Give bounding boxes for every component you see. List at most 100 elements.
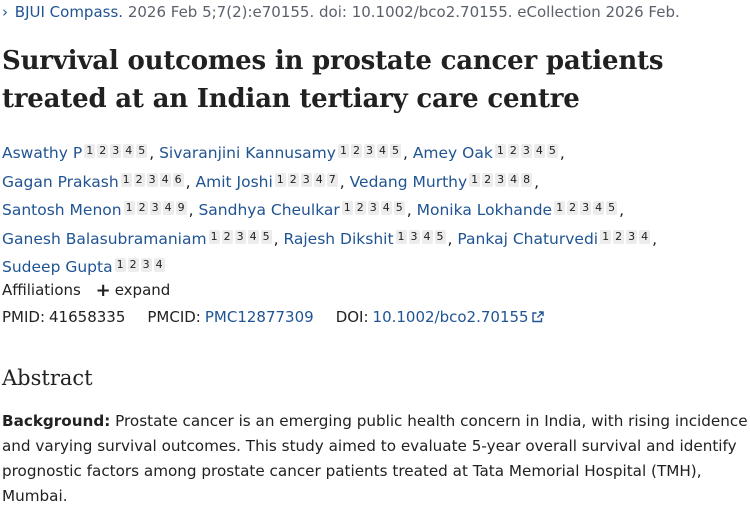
affiliation-ref-badge[interactable]: 1 xyxy=(337,144,349,158)
author-separator: , xyxy=(339,172,350,191)
author-link[interactable]: Amit Joshi xyxy=(195,172,273,191)
affiliation-ref-badge[interactable]: 3 xyxy=(149,201,161,215)
external-link-icon xyxy=(531,311,544,323)
affiliation-ref-badge[interactable]: 2 xyxy=(613,229,625,244)
author-link[interactable]: Vedang Murthy xyxy=(349,172,468,191)
affiliation-ref-badge[interactable]: 4 xyxy=(313,172,325,187)
author-link[interactable]: Sudeep Gupta xyxy=(2,258,113,276)
affiliation-ref-badge[interactable]: 6 xyxy=(172,172,184,187)
affiliation-ref-badge[interactable]: 3 xyxy=(520,144,532,158)
author-link[interactable]: Rajesh Dikshit xyxy=(283,229,394,248)
affiliation-ref-badge[interactable]: 2 xyxy=(127,258,139,272)
chevron-right-icon: › xyxy=(2,3,8,21)
doi-link[interactable]: 10.1002/bco2.70155 xyxy=(373,308,544,326)
affiliation-ref-badge[interactable]: 8 xyxy=(521,172,533,187)
affiliation-ref-badge[interactable]: 4 xyxy=(593,201,605,215)
affiliation-ref-badge[interactable]: 2 xyxy=(221,229,233,244)
affiliations-row: Affiliations + expand xyxy=(2,280,170,301)
affiliation-ref-badge[interactable]: 3 xyxy=(367,201,379,215)
affiliation-ref-badge[interactable]: 4 xyxy=(533,144,545,158)
author-link[interactable]: Aswathy P xyxy=(2,144,83,162)
affiliation-ref-badge[interactable]: 1 xyxy=(600,229,612,244)
affiliation-ref-badge[interactable]: 3 xyxy=(234,229,246,244)
affiliation-ref-badge[interactable]: 2 xyxy=(133,172,145,187)
affiliation-ref-badge[interactable]: 4 xyxy=(159,172,171,187)
author-line: Ganesh Balasubramaniam 1 2 3 4 5, Rajesh Diks… xyxy=(2,223,747,252)
affiliation-ref-badge[interactable]: 4 xyxy=(421,229,433,244)
affiliation-ref-badge[interactable]: 2 xyxy=(507,144,519,158)
affiliation-ref-badge[interactable]: 4 xyxy=(380,201,392,215)
affiliation-ref-badge[interactable]: 1 xyxy=(123,201,135,215)
affiliation-ref-badge[interactable]: 3 xyxy=(580,201,592,215)
affiliation-ref-badge[interactable]: 4 xyxy=(247,229,259,244)
author-link[interactable]: Sandhya Cheulkar xyxy=(198,201,340,219)
affiliation-ref-badge[interactable]: 1 xyxy=(494,144,506,158)
affiliation-ref-badge[interactable]: 5 xyxy=(393,201,405,215)
affiliation-ref-badge[interactable]: 2 xyxy=(97,144,109,158)
affiliation-ref-badge[interactable]: 1 xyxy=(274,172,286,187)
affiliation-ref-badge[interactable]: 4 xyxy=(153,258,165,272)
identifiers-row: PMID: 41658335 PMCID: PMC12877309 DOI: 10.100… xyxy=(2,308,544,326)
affiliation-ref-badge[interactable]: 5 xyxy=(606,201,618,215)
affiliation-ref-badge[interactable]: 2 xyxy=(567,201,579,215)
affiliation-ref-badge[interactable]: 2 xyxy=(287,172,299,187)
author-separator: , xyxy=(559,144,565,162)
journal-link[interactable]: BJUI Compass. xyxy=(14,3,124,21)
affiliation-ref-badge[interactable]: 1 xyxy=(120,172,132,187)
affiliation-ref-badge[interactable]: 3 xyxy=(495,172,507,187)
affiliations-label: Affiliations xyxy=(2,281,81,299)
affiliation-ref-badge[interactable]: 2 xyxy=(354,201,366,215)
affiliation-ref-badge[interactable]: 9 xyxy=(175,201,187,215)
plus-icon: + xyxy=(95,280,111,301)
author-line: Santosh Menon 1 2 3 4 9, Sandhya Cheulkar 1 2 3 4… xyxy=(2,194,747,223)
affiliation-ref-badge[interactable]: 1 xyxy=(554,201,566,215)
affiliation-ref-badge[interactable]: 1 xyxy=(114,258,126,272)
author-link[interactable]: Amey Oak xyxy=(412,144,493,162)
affiliation-ref-badge[interactable]: 3 xyxy=(110,144,122,158)
affiliation-ref-badge[interactable]: 4 xyxy=(639,229,651,244)
affiliation-ref-badge[interactable]: 3 xyxy=(408,229,420,244)
affiliation-ref-badge[interactable]: 5 xyxy=(546,144,558,158)
affiliation-ref-badge[interactable]: 5 xyxy=(389,144,401,158)
abstract-heading: Abstract xyxy=(2,366,93,390)
affiliation-ref-badge[interactable]: 3 xyxy=(146,172,158,187)
affiliation-ref-badge[interactable]: 1 xyxy=(469,172,481,187)
affiliation-ref-badge[interactable]: 3 xyxy=(363,144,375,158)
affiliation-ref-badge[interactable]: 5 xyxy=(260,229,272,244)
author-link[interactable]: Ganesh Balasubramaniam xyxy=(2,229,207,248)
affiliation-ref-badge[interactable]: 5 xyxy=(434,229,446,244)
affiliation-ref-badge[interactable]: 3 xyxy=(300,172,312,187)
author-link[interactable]: Monika Lokhande xyxy=(416,201,553,219)
affiliation-ref-badge[interactable]: 3 xyxy=(626,229,638,244)
affiliation-ref-badge[interactable]: 2 xyxy=(136,201,148,215)
pmcid-link[interactable]: PMC12877309 xyxy=(204,308,314,326)
affiliation-ref-badge[interactable]: 1 xyxy=(395,229,407,244)
affiliation-ref-badge[interactable]: 1 xyxy=(341,201,353,215)
affiliation-ref-badge[interactable]: 4 xyxy=(376,144,388,158)
affiliation-ref-badge[interactable]: 1 xyxy=(84,144,96,158)
author-link[interactable]: Gagan Prakash xyxy=(2,172,119,191)
author-separator: , xyxy=(406,201,417,219)
author-separator: , xyxy=(402,144,413,162)
affiliation-ref-badge[interactable]: 1 xyxy=(208,229,220,244)
citation-details: 2026 Feb 5;7(2):e70155. doi: 10.1002/bco… xyxy=(123,3,680,21)
affiliation-ref-badge[interactable]: 4 xyxy=(162,201,174,215)
affiliation-ref-badge[interactable]: 3 xyxy=(140,258,152,272)
author-link[interactable]: Santosh Menon xyxy=(2,201,122,219)
affiliation-ref-badge[interactable]: 2 xyxy=(350,144,362,158)
author-link[interactable]: Pankaj Chaturvedi xyxy=(457,229,599,248)
affiliation-ref-badge[interactable]: 2 xyxy=(482,172,494,187)
affiliation-ref-badge[interactable]: 7 xyxy=(326,172,338,187)
author-link[interactable]: Sivaranjini Kannusamy xyxy=(159,144,336,162)
affiliation-ref-badge[interactable]: 4 xyxy=(508,172,520,187)
author-separator: , xyxy=(534,172,540,191)
affiliation-ref-badge[interactable]: 5 xyxy=(136,144,148,158)
affiliation-ref-badge[interactable]: 4 xyxy=(123,144,135,158)
expand-affiliations-button[interactable]: + expand xyxy=(95,280,171,301)
